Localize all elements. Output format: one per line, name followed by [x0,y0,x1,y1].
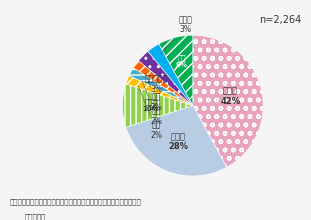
Wedge shape [123,84,193,127]
Wedge shape [148,44,193,106]
Wedge shape [129,68,193,106]
Text: 東北
2%: 東北 2% [138,86,162,140]
Wedge shape [126,76,193,106]
Text: 近畿圏
28%: 近畿圏 28% [169,132,188,151]
Text: 交通省作成: 交通省作成 [25,213,46,220]
Wedge shape [159,35,193,106]
Text: 九州・沖縄
3%: 九州・沖縄 3% [145,66,168,94]
Text: 道内
8%: 道内 8% [175,55,188,68]
Text: その他
3%: その他 3% [161,15,193,54]
Text: 四国
2%: 四国 2% [142,79,162,126]
Text: 首都圏
42%: 首都圏 42% [220,86,240,106]
Wedge shape [139,51,193,106]
Text: 中国
2%: 中国 2% [145,73,162,112]
Wedge shape [193,35,263,167]
Wedge shape [126,106,227,176]
Text: n=2,264: n=2,264 [259,15,302,25]
Wedge shape [133,61,193,106]
Text: 中京圏
10%: 中京圏 10% [142,99,159,112]
Text: 資料）北海道体験移住「ちょっと暮らし」平成２５年度実績より国土: 資料）北海道体験移住「ちょっと暮らし」平成２５年度実績より国土 [9,198,141,205]
